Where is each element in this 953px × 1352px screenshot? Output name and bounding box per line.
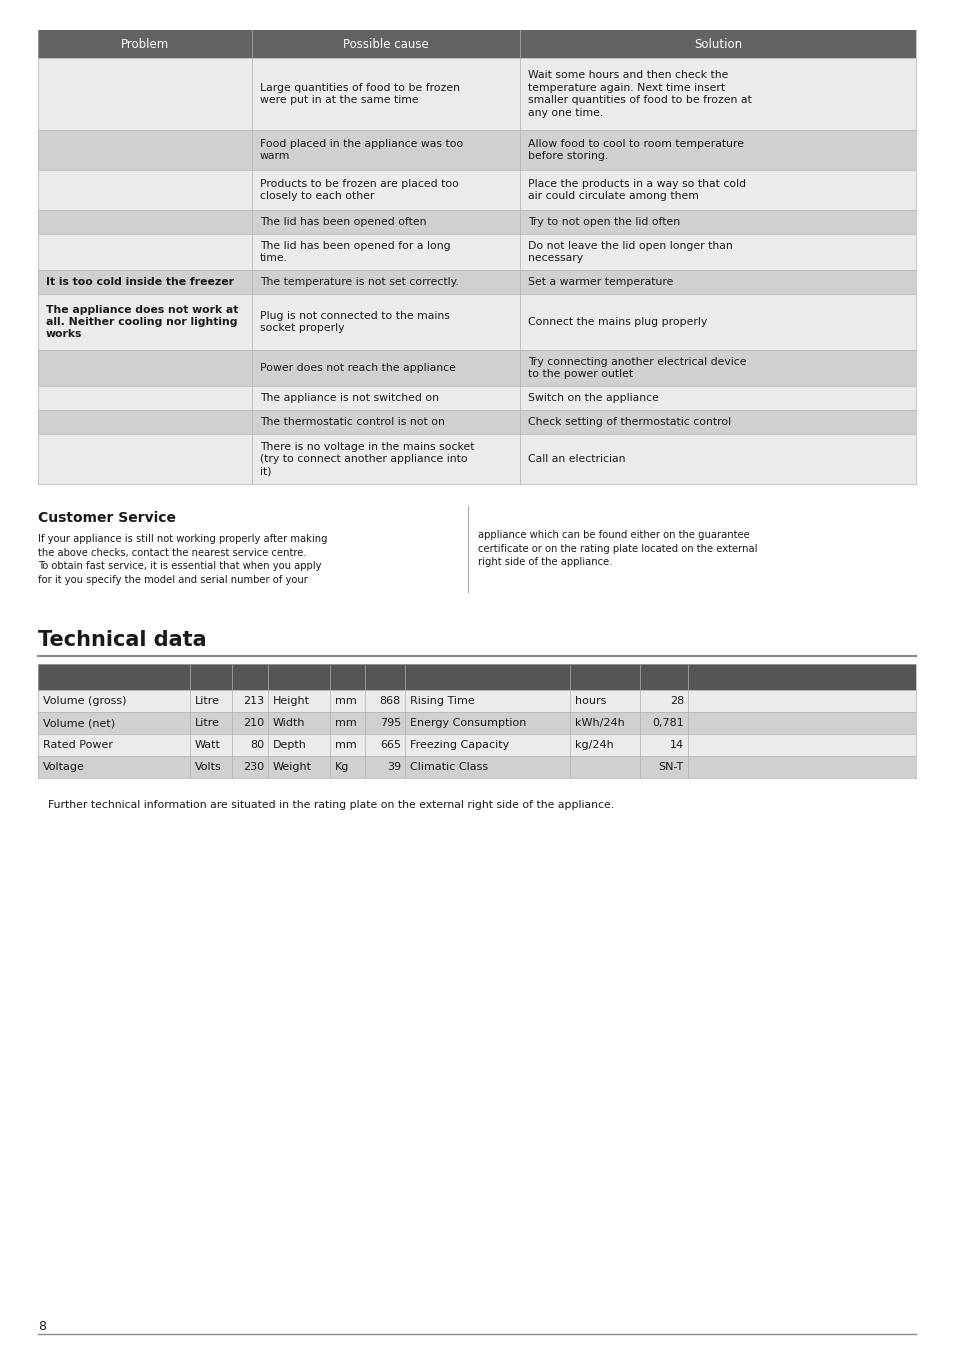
Text: Energy Consumption: Energy Consumption bbox=[410, 718, 526, 727]
Bar bbox=[38, 410, 915, 434]
Text: mm: mm bbox=[335, 696, 356, 706]
Text: Height: Height bbox=[273, 696, 310, 706]
Text: Set a warmer temperature: Set a warmer temperature bbox=[527, 277, 673, 287]
Bar bbox=[38, 756, 915, 777]
Bar bbox=[38, 350, 915, 387]
Bar bbox=[38, 270, 915, 293]
Text: If your appliance is still not working properly after making
the above checks, c: If your appliance is still not working p… bbox=[38, 534, 327, 585]
Text: Rising Time: Rising Time bbox=[410, 696, 475, 706]
Text: Power does not reach the appliance: Power does not reach the appliance bbox=[260, 362, 456, 373]
Text: Weight: Weight bbox=[273, 763, 312, 772]
Text: Freezing Capacity: Freezing Capacity bbox=[410, 740, 509, 750]
Text: The thermostatic control is not on: The thermostatic control is not on bbox=[260, 416, 444, 427]
Text: Kg: Kg bbox=[335, 763, 349, 772]
Text: Call an electrician: Call an electrician bbox=[527, 454, 625, 464]
Text: Voltage: Voltage bbox=[43, 763, 85, 772]
Bar bbox=[38, 387, 915, 410]
Text: Customer Service: Customer Service bbox=[38, 511, 175, 525]
Text: Watt: Watt bbox=[194, 740, 221, 750]
Text: It is too cold inside the freezer: It is too cold inside the freezer bbox=[46, 277, 233, 287]
Bar bbox=[38, 664, 915, 690]
Bar bbox=[38, 58, 915, 130]
Text: Problem: Problem bbox=[121, 38, 169, 50]
Text: 80: 80 bbox=[250, 740, 264, 750]
Text: Technical data: Technical data bbox=[38, 630, 207, 650]
Text: Depth: Depth bbox=[273, 740, 307, 750]
Text: Wait some hours and then check the
temperature again. Next time insert
smaller q: Wait some hours and then check the tempe… bbox=[527, 70, 751, 118]
Text: The appliance is not switched on: The appliance is not switched on bbox=[260, 393, 438, 403]
Text: Rated Power: Rated Power bbox=[43, 740, 112, 750]
Text: 665: 665 bbox=[379, 740, 400, 750]
Text: Try to not open the lid often: Try to not open the lid often bbox=[527, 218, 679, 227]
Text: Products to be frozen are placed too
closely to each other: Products to be frozen are placed too clo… bbox=[260, 178, 458, 201]
Text: Volume (net): Volume (net) bbox=[43, 718, 115, 727]
Text: Allow food to cool to room temperature
before storing.: Allow food to cool to room temperature b… bbox=[527, 139, 743, 161]
Text: Do not leave the lid open longer than
necessary: Do not leave the lid open longer than ne… bbox=[527, 241, 732, 264]
Text: 230: 230 bbox=[243, 763, 264, 772]
Bar bbox=[38, 30, 915, 58]
Text: Plug is not connected to the mains
socket properly: Plug is not connected to the mains socke… bbox=[260, 311, 450, 333]
Text: SN-T: SN-T bbox=[659, 763, 683, 772]
Bar bbox=[38, 713, 915, 734]
Text: Solution: Solution bbox=[693, 38, 741, 50]
Text: 210: 210 bbox=[243, 718, 264, 727]
Text: Further technical information are situated in the rating plate on the external r: Further technical information are situat… bbox=[48, 800, 614, 810]
Bar bbox=[38, 210, 915, 234]
Text: 213: 213 bbox=[243, 696, 264, 706]
Text: Connect the mains plug properly: Connect the mains plug properly bbox=[527, 316, 706, 327]
Text: Large quantities of food to be frozen
were put in at the same time: Large quantities of food to be frozen we… bbox=[260, 82, 459, 105]
Bar bbox=[38, 170, 915, 210]
Bar bbox=[38, 690, 915, 713]
Text: 28: 28 bbox=[669, 696, 683, 706]
Bar bbox=[38, 130, 915, 170]
Text: hours: hours bbox=[575, 696, 606, 706]
Text: Place the products in a way so that cold
air could circulate among them: Place the products in a way so that cold… bbox=[527, 178, 745, 201]
Text: Climatic Class: Climatic Class bbox=[410, 763, 488, 772]
Text: 39: 39 bbox=[387, 763, 400, 772]
Text: kWh/24h: kWh/24h bbox=[575, 718, 624, 727]
Text: The lid has been opened often: The lid has been opened often bbox=[260, 218, 426, 227]
Text: Volume (gross): Volume (gross) bbox=[43, 696, 127, 706]
Text: Litre: Litre bbox=[194, 718, 220, 727]
Text: 868: 868 bbox=[379, 696, 400, 706]
Bar bbox=[38, 734, 915, 756]
Text: kg/24h: kg/24h bbox=[575, 740, 613, 750]
Text: 14: 14 bbox=[669, 740, 683, 750]
Text: 0,781: 0,781 bbox=[652, 718, 683, 727]
Text: mm: mm bbox=[335, 740, 356, 750]
Text: The lid has been opened for a long
time.: The lid has been opened for a long time. bbox=[260, 241, 450, 264]
Text: 795: 795 bbox=[379, 718, 400, 727]
Text: Possible cause: Possible cause bbox=[343, 38, 429, 50]
Text: mm: mm bbox=[335, 718, 356, 727]
Text: 8: 8 bbox=[38, 1321, 46, 1333]
Text: There is no voltage in the mains socket
(try to connect another appliance into
i: There is no voltage in the mains socket … bbox=[260, 442, 474, 476]
Text: Switch on the appliance: Switch on the appliance bbox=[527, 393, 659, 403]
Text: Check setting of thermostatic control: Check setting of thermostatic control bbox=[527, 416, 730, 427]
Text: Try connecting another electrical device
to the power outlet: Try connecting another electrical device… bbox=[527, 357, 745, 379]
Bar bbox=[38, 293, 915, 350]
Text: appliance which can be found either on the guarantee
certificate or on the ratin: appliance which can be found either on t… bbox=[477, 530, 757, 568]
Text: The appliance does not work at
all. Neither cooling nor lighting
works: The appliance does not work at all. Neit… bbox=[46, 304, 238, 339]
Text: Volts: Volts bbox=[194, 763, 221, 772]
Bar bbox=[38, 234, 915, 270]
Bar bbox=[38, 434, 915, 484]
Text: The temperature is not set correctly.: The temperature is not set correctly. bbox=[260, 277, 458, 287]
Text: Width: Width bbox=[273, 718, 305, 727]
Text: Litre: Litre bbox=[194, 696, 220, 706]
Text: Food placed in the appliance was too
warm: Food placed in the appliance was too war… bbox=[260, 139, 463, 161]
